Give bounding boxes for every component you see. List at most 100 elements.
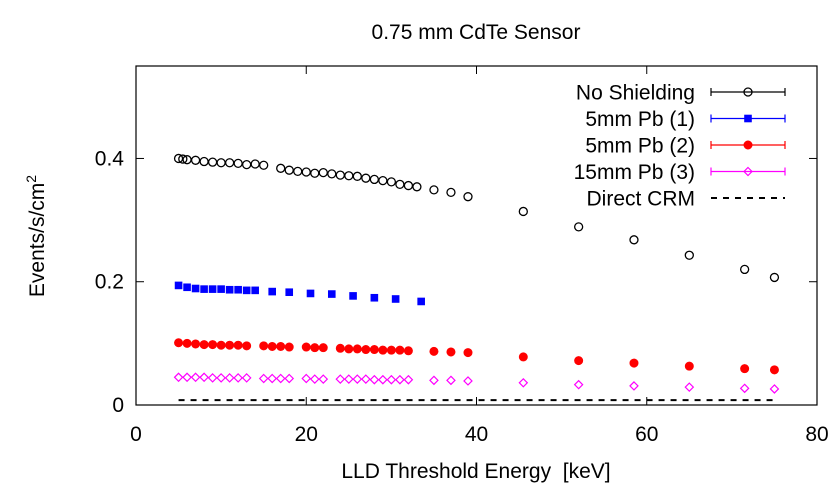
data-point — [378, 175, 388, 186]
data-point — [370, 293, 379, 302]
data-point — [267, 341, 277, 351]
data-point — [268, 287, 276, 296]
data-point — [769, 272, 780, 283]
data-point — [199, 372, 209, 383]
data-point — [284, 373, 295, 384]
data-point — [190, 155, 201, 165]
data-point — [250, 159, 260, 169]
data-point — [318, 167, 328, 178]
data-point — [309, 374, 320, 384]
data-point — [276, 163, 286, 173]
data-point — [739, 264, 750, 275]
data-point — [361, 345, 371, 355]
data-point — [208, 285, 217, 293]
data-point — [344, 344, 354, 354]
data-point — [739, 383, 750, 394]
data-point — [225, 340, 235, 350]
y-axis-label-text: Events/s/cm — [26, 183, 49, 297]
data-point — [335, 343, 345, 353]
data-point — [207, 157, 218, 167]
legend-marker — [743, 166, 753, 177]
legend-label: No Shielding — [576, 82, 695, 105]
legend-label: 15mm Pb (3) — [574, 161, 695, 184]
data-point — [403, 346, 413, 356]
data-point — [207, 373, 218, 383]
data-point — [182, 338, 192, 348]
legend-label: 5mm Pb (1) — [585, 108, 695, 131]
x-tick-label: 40 — [465, 423, 488, 446]
data-point — [259, 160, 269, 170]
data-point — [301, 342, 311, 352]
chart-title: 0.75 mm CdTe Sensor — [372, 21, 581, 44]
data-point — [518, 206, 528, 217]
y-tick-label: 0.2 — [95, 271, 124, 294]
data-point — [386, 345, 396, 355]
y-tick-labels: 0 0.2 0.4 — [95, 147, 125, 417]
data-point — [574, 356, 584, 366]
plot-frame — [135, 65, 818, 406]
data-point — [199, 156, 209, 167]
data-point — [395, 179, 405, 189]
data-point — [318, 343, 328, 353]
data-point — [217, 285, 225, 293]
data-point — [429, 346, 439, 356]
data-point — [395, 374, 405, 385]
legend-label: Direct CRM — [587, 188, 696, 211]
data-point — [412, 182, 422, 192]
data-point — [242, 341, 252, 351]
data-point — [335, 374, 346, 384]
data-point — [386, 177, 397, 187]
legend-marker — [743, 140, 753, 150]
data-point — [267, 373, 278, 384]
data-point — [446, 187, 456, 198]
data-point — [344, 171, 354, 181]
data-point — [242, 286, 251, 295]
data-point — [327, 169, 337, 179]
data-point — [684, 382, 695, 392]
data-point — [233, 373, 243, 383]
legend-marker — [744, 114, 752, 123]
data-point — [216, 373, 226, 383]
y-axis-label: Events/s/cm2 — [23, 175, 49, 297]
data-point — [740, 364, 750, 374]
data-point — [182, 372, 192, 383]
series-3 — [173, 372, 780, 394]
data-point — [629, 235, 639, 245]
data-point — [234, 285, 242, 294]
data-point — [233, 158, 243, 169]
data-point — [173, 372, 184, 383]
data-point — [463, 348, 473, 358]
data-point — [293, 166, 303, 177]
data-point — [310, 343, 320, 353]
data-point — [301, 373, 312, 384]
data-point — [360, 374, 371, 384]
legend-entry: No Shielding — [576, 82, 786, 105]
data-point — [259, 341, 269, 351]
data-point — [684, 361, 694, 371]
y-tick-label: 0.4 — [95, 147, 125, 170]
data-point — [463, 376, 473, 386]
data-point — [369, 174, 380, 185]
data-point — [190, 372, 201, 383]
data-point — [352, 171, 362, 181]
data-point — [417, 297, 425, 306]
data-point — [684, 250, 694, 260]
series-2 — [174, 338, 779, 375]
data-point — [216, 158, 226, 168]
data-point — [369, 345, 379, 355]
data-point — [403, 374, 414, 385]
data-point — [178, 154, 188, 164]
data-point — [429, 375, 439, 386]
data-point — [242, 159, 252, 170]
data-point — [327, 290, 336, 298]
data-point — [429, 185, 439, 195]
data-point — [310, 168, 320, 178]
data-point — [446, 375, 456, 386]
legend-label: 5mm Pb (2) — [585, 135, 695, 158]
data-point — [573, 379, 584, 390]
data-point — [446, 347, 456, 357]
data-point — [284, 342, 294, 352]
data-point — [463, 192, 473, 202]
data-point — [369, 374, 380, 385]
data-point — [251, 286, 259, 295]
